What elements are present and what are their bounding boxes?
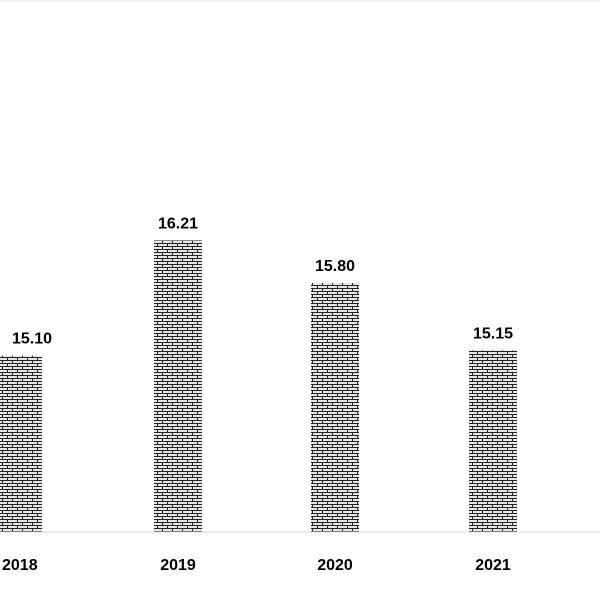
bar-2021: [469, 350, 517, 532]
data-label-2020: 15.80: [315, 258, 355, 275]
x-tick-label-2020: 2020: [317, 557, 353, 574]
bar-2018: [0, 355, 42, 532]
data-label-2019: 16.21: [158, 215, 198, 232]
labels-group: 15.10 2018 16.21 2019 15.80 2020 15.15 2021: [2, 215, 513, 574]
bar-2019: [154, 240, 202, 532]
bar-2020: [311, 283, 359, 532]
x-tick-label-2019: 2019: [160, 557, 196, 574]
bars-group: [0, 240, 517, 532]
x-tick-label-2018: 2018: [2, 557, 38, 574]
data-label-2021: 15.15: [473, 325, 513, 342]
data-label-2018: 15.10: [12, 331, 52, 348]
x-tick-label-2021: 2021: [475, 557, 511, 574]
